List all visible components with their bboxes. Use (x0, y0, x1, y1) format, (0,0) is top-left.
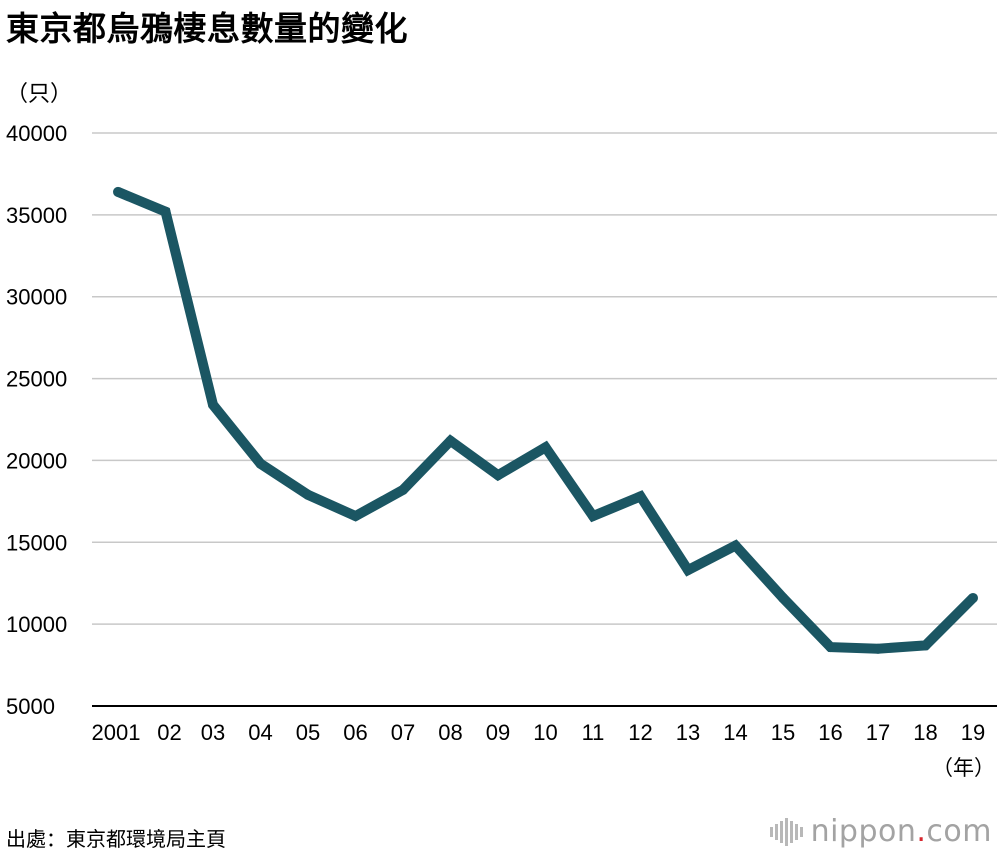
y-tick-label: 30000 (6, 285, 67, 310)
data-point (540, 442, 551, 453)
x-tick-label: 04 (248, 720, 272, 745)
logo-text-dot: . (916, 814, 927, 849)
x-tick-label: 03 (201, 720, 225, 745)
gridlines (92, 132, 997, 707)
logo-text-main: nippon (810, 814, 917, 849)
y-tick-label: 25000 (6, 367, 67, 392)
x-tick-label: 10 (533, 720, 557, 745)
x-tick-label: 17 (866, 720, 890, 745)
x-tick-label: 18 (913, 720, 937, 745)
data-point (160, 206, 171, 217)
y-tick-label: 40000 (6, 121, 67, 146)
x-axis-unit-label: （年） (932, 756, 995, 780)
data-point (255, 458, 266, 469)
x-tick-label: 06 (343, 720, 367, 745)
data-point (730, 540, 741, 551)
y-axis-unit-label: （只） (6, 82, 73, 107)
x-tick-label: 07 (391, 720, 415, 745)
x-tick-label: 05 (296, 720, 320, 745)
x-tick-label: 11 (582, 720, 605, 745)
x-tick-label: 2001 (92, 720, 141, 745)
series-layer (113, 186, 978, 654)
data-point (113, 186, 123, 197)
nippon-logo: nippon.com (769, 814, 992, 849)
x-tick-label: 09 (486, 720, 510, 745)
y-tick-label: 10000 (6, 612, 67, 637)
data-point (635, 491, 646, 502)
x-tick-label: 08 (438, 720, 462, 745)
x-tick-label: 12 (628, 720, 652, 745)
data-point (825, 642, 836, 653)
data-point (303, 489, 313, 500)
data-point (873, 643, 883, 654)
y-tick-label: 35000 (6, 203, 67, 228)
x-tick-label: 14 (723, 720, 747, 745)
data-point (445, 435, 456, 446)
data-point (208, 399, 218, 410)
x-axis-ticks: 2001 02 03 04 05 06 07 08 09 10 11 12 13 14 15 16 17 18 19 (92, 720, 986, 745)
logo-wordmark: nippon.com (811, 814, 992, 849)
data-point (683, 565, 693, 576)
data-point (350, 511, 361, 522)
y-tick-label: 5000 (6, 694, 55, 719)
data-point (398, 484, 408, 495)
y-axis-ticks: 40000 35000 30000 25000 20000 15000 10000 5000 (6, 121, 67, 719)
line-chart: 400003500030000250002000015000100005000 … (6, 121, 997, 780)
data-point (588, 511, 598, 522)
data-point (778, 592, 788, 603)
data-point (920, 640, 931, 651)
source-note: 出處：東京都環境局主頁 (6, 827, 226, 851)
x-tick-label: 16 (818, 720, 842, 745)
x-tick-label: 15 (771, 720, 795, 745)
logo-text-tld: com (926, 814, 992, 849)
data-point (493, 470, 503, 481)
y-tick-label: 20000 (6, 448, 67, 473)
data-point (968, 592, 978, 603)
series-line (116, 187, 977, 654)
chart-title: 東京都烏鴉棲息數量的變化 (6, 9, 408, 48)
x-tick-label: 02 (157, 720, 181, 745)
logo-mark-icon (769, 817, 803, 847)
x-tick-label: 19 (961, 720, 985, 745)
x-tick-label: 13 (676, 720, 700, 745)
y-tick-label: 15000 (6, 530, 67, 555)
